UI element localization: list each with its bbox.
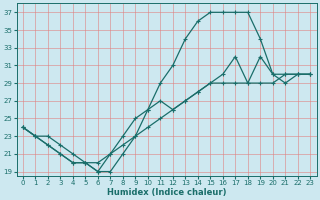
X-axis label: Humidex (Indice chaleur): Humidex (Indice chaleur) [107, 188, 226, 197]
